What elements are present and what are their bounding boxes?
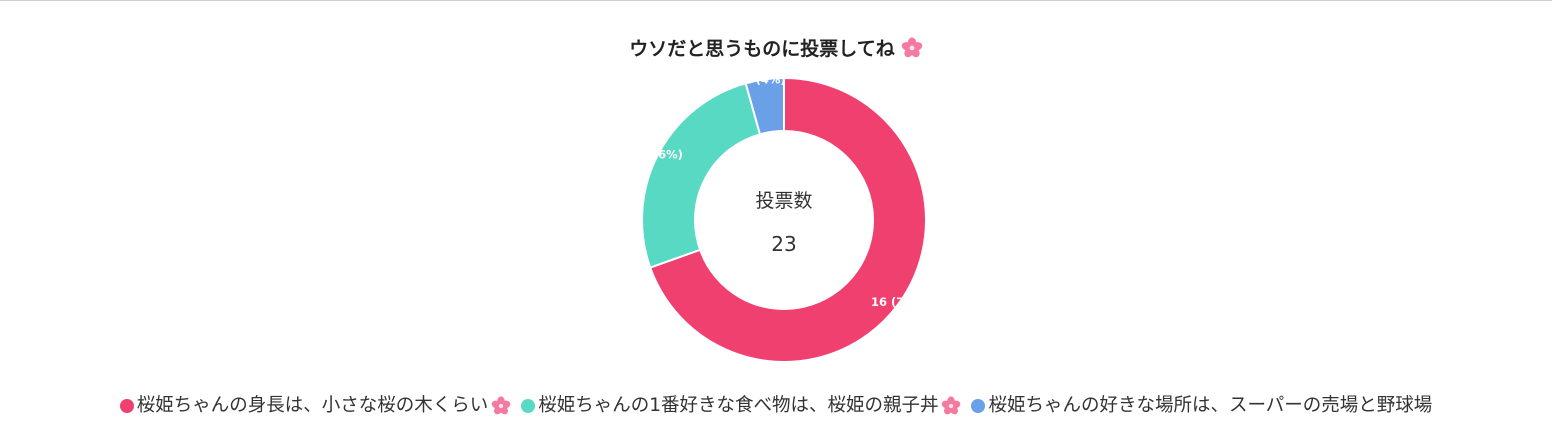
legend-swatch: [521, 399, 536, 413]
sakura-blossom-icon: [901, 37, 922, 58]
legend-label: 桜姫ちゃんの身長は、小さな桜の木くらい: [136, 395, 489, 416]
legend-swatch: [119, 399, 134, 413]
sakura-blossom-icon: [942, 396, 961, 415]
center-label: 投票数: [755, 190, 812, 212]
donut-slice-1[interactable]: [648, 76, 927, 363]
legend-item-2[interactable]: 桜姫ちゃんの1番好きな食べ物は、桜姫の親子丼: [521, 393, 961, 419]
legend-item-3[interactable]: 桜姫ちゃんの好きな場所は、スーパーの売場と野球場: [971, 393, 1432, 419]
slice-data-label-3: 1 (4%): [744, 72, 786, 86]
slice-data-label-1: 16 (70%): [871, 295, 929, 309]
chart-legend: 桜姫ちゃんの身長は、小さな桜の木くらい 桜姫ちゃんの1番好きな食べ物は、桜姫の親子…: [0, 393, 1552, 419]
donut-slice-3[interactable]: [744, 76, 785, 136]
center-value: 23: [771, 232, 796, 256]
legend-swatch: [971, 399, 986, 413]
sakura-blossom-icon: [491, 396, 511, 415]
slice-data-label-2: 6 (26%): [633, 148, 683, 162]
donut-slice-2[interactable]: [641, 82, 762, 269]
legend-label: 桜姫ちゃんの1番好きな食べ物は、桜姫の親子丼: [538, 395, 939, 416]
top-divider: [0, 0, 1552, 1]
chart-title-text: ウソだと思うものに投票してね: [629, 38, 895, 60]
legend-item-1[interactable]: 桜姫ちゃんの身長は、小さな桜の木くらい: [119, 393, 512, 419]
legend-label: 桜姫ちゃんの好きな場所は、スーパーの売場と野球場: [988, 395, 1433, 416]
chart-title: ウソだと思うものに投票してね: [0, 36, 1552, 62]
